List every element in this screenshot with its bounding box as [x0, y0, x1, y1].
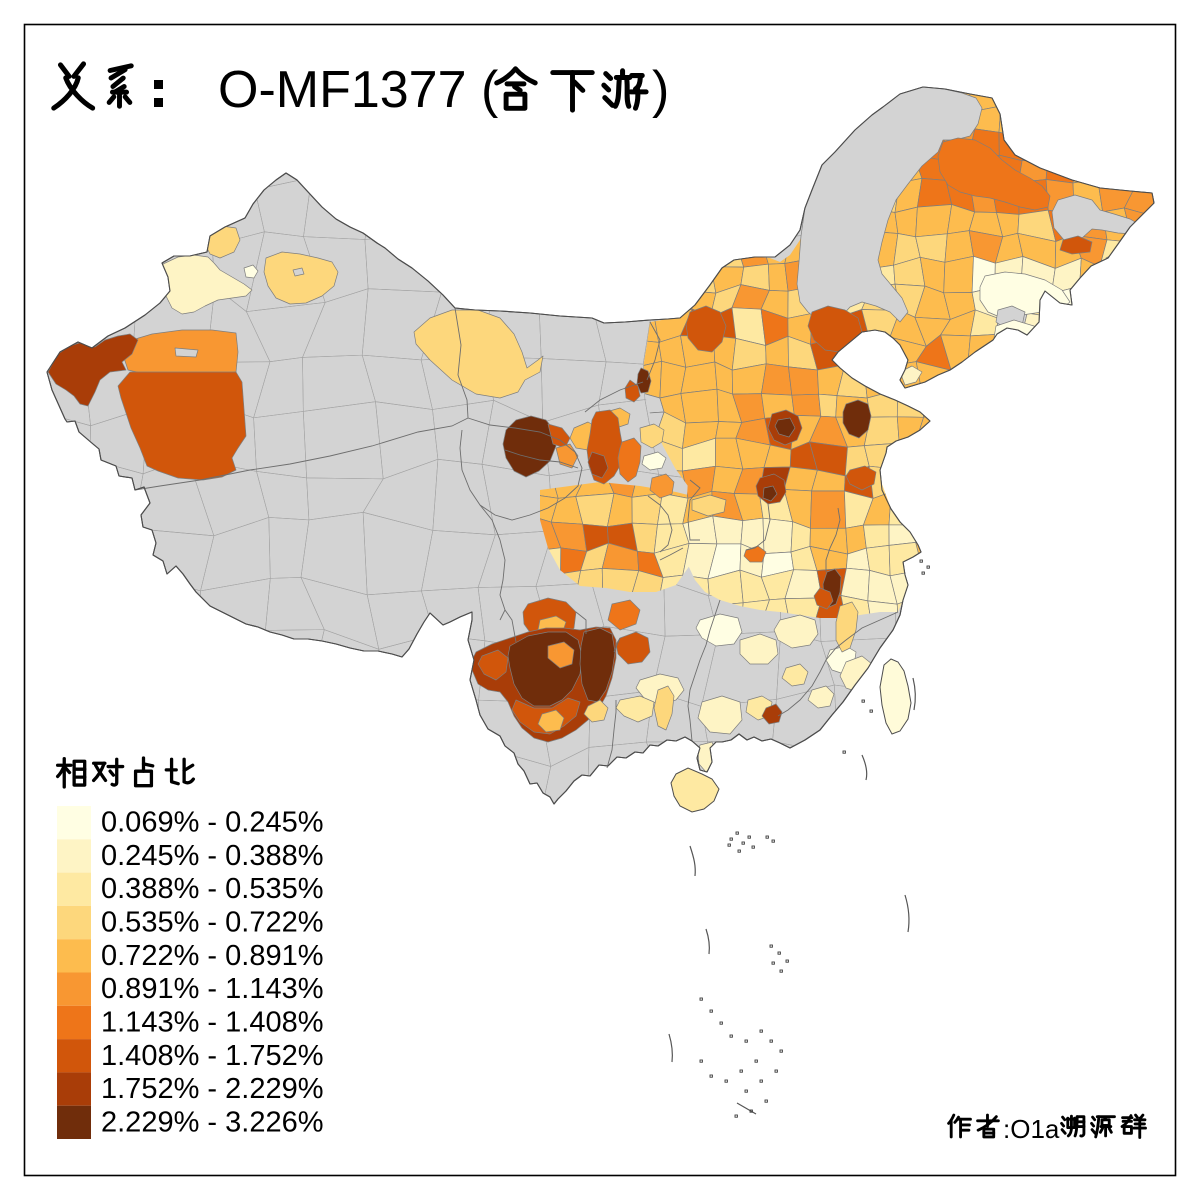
svg-text::O1a: :O1a: [1003, 1114, 1060, 1144]
svg-text:1.408% - 1.752%: 1.408% - 1.752%: [101, 1040, 323, 1072]
svg-text:0.722% - 0.891%: 0.722% - 0.891%: [101, 940, 323, 972]
svg-text:0.245% - 0.388%: 0.245% - 0.388%: [101, 840, 323, 872]
svg-text:0.535% - 0.722%: 0.535% - 0.722%: [101, 907, 323, 939]
svg-text:): ): [652, 61, 669, 119]
svg-text:1.752% - 2.229%: 1.752% - 2.229%: [101, 1073, 323, 1105]
svg-text:0.388% - 0.535%: 0.388% - 0.535%: [101, 873, 323, 905]
svg-text:2.229% - 3.226%: 2.229% - 3.226%: [101, 1106, 323, 1138]
svg-text:0.069% - 0.245%: 0.069% - 0.245%: [101, 807, 323, 839]
svg-text:0.891% - 1.143%: 0.891% - 1.143%: [101, 973, 323, 1005]
svg-text:O-MF1377 (: O-MF1377 (: [218, 61, 499, 119]
svg-text:1.143% - 1.408%: 1.143% - 1.408%: [101, 1006, 323, 1038]
